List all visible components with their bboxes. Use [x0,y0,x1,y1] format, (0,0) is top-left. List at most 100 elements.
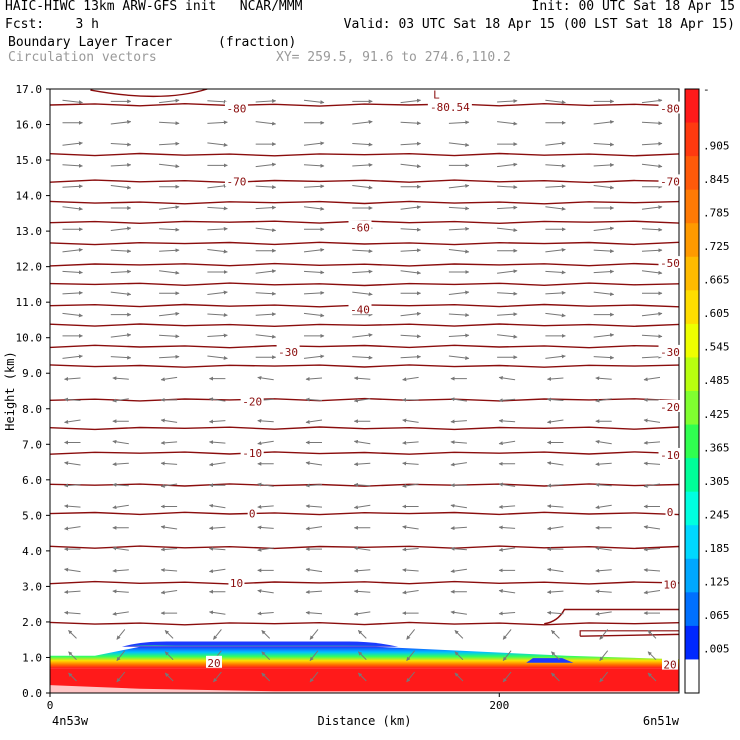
colorbar-segment [685,189,699,224]
circulation-vector [309,671,319,683]
circulation-vector [450,526,467,531]
colorbar-segment [685,458,699,493]
circulation-vector [498,482,516,487]
circulation-vector [498,611,516,616]
y-tick-label: 5.0 [22,509,42,522]
circulation-vector [305,526,323,531]
circulation-vector [62,290,83,295]
y-tick-label: 3.0 [22,580,42,593]
colorbar-label: .785 [703,206,730,219]
circulation-vector [450,546,467,551]
circulation-vector [303,184,325,189]
colorbar-segment [685,256,699,291]
colorbar-label: .605 [703,307,730,320]
circulation-vector [207,249,228,254]
circulation-vector [353,546,371,551]
circulation-vector [498,440,516,446]
circulation-vector [64,419,81,424]
tracer-right-blue [526,658,574,663]
circulation-vector [643,440,661,445]
circulation-vector [352,249,373,254]
contour-label-bg [658,101,682,114]
colorbar-segment [685,659,699,694]
isotherm-line [49,511,680,516]
circulation-vector [406,629,415,640]
circulation-vector [497,121,518,126]
y-tick-label: 6.0 [22,474,42,487]
contour-label-bg [658,344,682,357]
circulation-vector [62,163,83,168]
circulation-vector [353,482,371,487]
circulation-vector [353,439,371,445]
circulation-vector [64,483,81,488]
contour-label: -60 [350,222,370,235]
contour-label-bg [658,447,682,460]
circulation-vector [303,206,325,211]
circulation-vector [352,269,373,274]
circulation-vector [593,269,615,274]
circulation-vector [641,334,663,339]
circulation-vector [547,461,564,466]
circulation-vector [209,526,226,531]
circulation-vector [545,312,566,318]
circulation-vector [400,270,421,275]
circulation-vector [110,333,132,338]
circulation-vector [110,226,132,231]
colorbar-segment [685,525,699,560]
colorbar-segment [685,89,699,124]
circulation-vector [305,567,323,573]
isotherm-top-arc [90,88,208,98]
circulation-vector [110,355,132,360]
circulation-vector [303,312,325,318]
circulation-vector [353,611,371,616]
contour-label: 20 [663,659,676,672]
circulation-vector [159,227,180,232]
circulation-vector [159,121,180,126]
circulation-vector [497,269,518,274]
circulation-vector [213,671,222,683]
ground [50,685,679,693]
circulation-vector [255,99,277,104]
contour-label: 0 [667,506,674,519]
contour-label-bg [662,577,679,590]
contour-label: 0 [249,508,256,521]
circulation-vector [547,567,564,573]
colorbar-label: .005 [703,643,730,656]
colorbar-segment [685,156,699,191]
circulation-vector [112,439,129,445]
circulation-vector [62,247,83,253]
circulation-vector [159,163,180,169]
circulation-vector [643,461,661,466]
circulation-vector [547,376,564,381]
circulation-vector [64,526,81,531]
contour-label-bg [427,99,472,112]
circulation-vector [303,163,325,168]
y-axis-label: Height (km) [3,351,17,430]
circulation-vector [454,672,464,682]
colorbar-label: .425 [703,408,730,421]
circulation-vector [400,141,421,146]
colorbar-label: .365 [703,441,730,454]
circulation-vector [353,568,371,573]
circulation-vector [593,249,615,254]
circulation-vector [402,483,419,488]
circulation-vector [595,376,612,381]
circulation-vector [647,630,657,639]
circulation-vector [112,482,129,487]
circulation-vector [305,590,323,595]
circulation-vector [160,483,178,488]
contour-label: -10 [660,449,680,462]
circulation-vector [116,629,126,640]
y-tick-label: 2.0 [22,616,42,629]
circulation-vector [164,630,174,639]
circulation-vector [207,99,228,104]
circulation-vector [209,462,226,467]
colorbar-segment [685,323,699,358]
circulation-vector [448,333,470,338]
circulation-vector [551,651,560,661]
isotherm-line [49,451,680,455]
colorbar-segment [685,223,699,258]
circulation-vector [402,376,419,382]
circulation-vector [207,120,228,125]
x-tick-label: 0 [47,699,54,712]
